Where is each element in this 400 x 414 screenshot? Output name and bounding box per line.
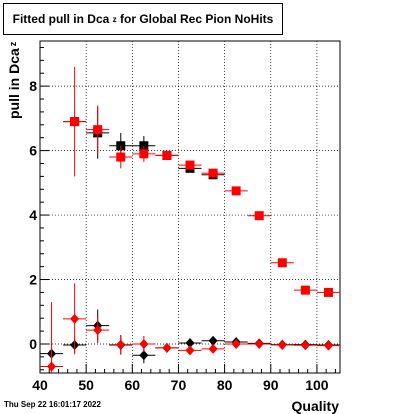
data-point-diamond: [139, 338, 149, 349]
data-point-square: [93, 125, 103, 135]
timestamp: Thu Sep 22 16:01:17 2022: [4, 400, 101, 409]
data-point-square: [116, 152, 126, 162]
data-point-square: [185, 160, 195, 170]
chart-title-subscript: z: [112, 14, 117, 24]
data-point-square: [208, 168, 218, 178]
data-point-diamond: [139, 350, 149, 361]
y-axis-label: pull in Dca z: [6, 41, 22, 119]
y-axis-label-sub: z: [8, 41, 18, 46]
y-axis-label-main: pull in Dca: [6, 48, 22, 119]
y-tick-label: 4: [29, 207, 37, 223]
chart-title: Fitted pull in Dca z for Global Rec Pion…: [3, 3, 283, 35]
data-point-diamond: [208, 343, 218, 354]
x-tick-label: 50: [78, 377, 94, 393]
data-point-square: [254, 211, 264, 221]
data-point-diamond: [185, 345, 195, 356]
data-point-diamond: [300, 340, 310, 351]
data-point-square: [323, 287, 333, 297]
x-axis-label: Quality: [292, 398, 340, 414]
data-point-diamond: [93, 325, 103, 336]
data-point-square: [139, 149, 149, 159]
y-tick-label: 0: [29, 336, 37, 352]
chart-title-suffix: for Global Rec Pion NoHits: [120, 12, 274, 26]
data-point-square: [231, 186, 241, 196]
data-point-diamond: [277, 339, 287, 350]
data-point-diamond: [116, 339, 126, 350]
data-point-diamond: [254, 338, 264, 349]
data-point-diamond: [185, 338, 195, 349]
x-tick-label: 100: [305, 377, 329, 393]
data-point-diamond: [70, 313, 80, 324]
y-tick-label: 8: [29, 78, 37, 94]
x-tick-label: 90: [263, 377, 279, 393]
chart-title-prefix: Fitted pull in Dca: [12, 12, 110, 26]
data-point-square: [162, 150, 172, 160]
data-point-diamond: [208, 335, 218, 346]
data-point-square: [70, 117, 80, 127]
x-tick-label: 70: [171, 377, 187, 393]
data-point-diamond: [231, 338, 241, 349]
y-tick-label: 6: [29, 143, 37, 159]
data-point-square: [277, 258, 287, 268]
data-point-diamond: [162, 342, 172, 353]
y-tick-label: 2: [29, 272, 37, 288]
plot-frame: [39, 40, 341, 374]
data-point-diamond: [323, 340, 333, 351]
x-tick-label: 40: [32, 377, 48, 393]
x-tick-label: 80: [217, 377, 233, 393]
x-tick-label: 60: [125, 377, 141, 393]
data-point-square: [300, 285, 310, 295]
data-point-diamond: [47, 361, 57, 372]
